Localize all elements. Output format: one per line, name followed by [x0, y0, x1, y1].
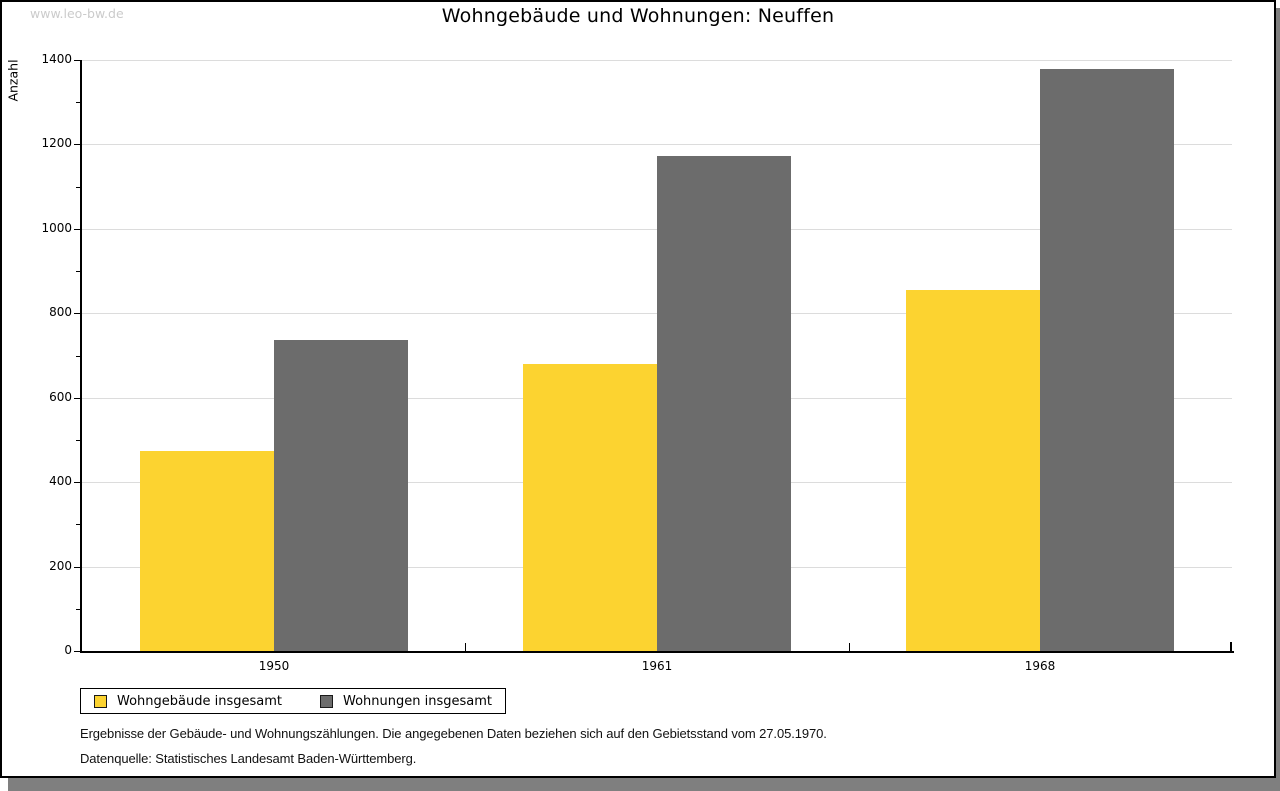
bar-wohnungen-insgesamt-1968 — [1040, 69, 1174, 651]
x-tick-label-1950: 1950 — [258, 659, 290, 673]
legend-item-wohngebaeude-insgesamt: Wohngebäude insgesamt — [94, 694, 282, 709]
y-tick-label-200: 200 — [49, 559, 72, 573]
y-major-tick-600 — [74, 398, 80, 399]
legend-swatch-wohnungen-insgesamt — [320, 694, 333, 708]
bar-wohngebaeude-insgesamt-1961 — [523, 364, 657, 651]
legend-swatch-wohngebaeude-insgesamt — [94, 694, 107, 708]
y-minor-tick-900 — [76, 271, 80, 272]
watermark: www.leo-bw.de — [30, 6, 124, 21]
y-tick-label-1200: 1200 — [41, 136, 72, 150]
y-tick-label-1400: 1400 — [41, 52, 72, 66]
y-major-tick-1200 — [74, 144, 80, 145]
y-minor-tick-500 — [76, 440, 80, 441]
y-tick-label-800: 800 — [49, 305, 72, 319]
x-boundary-tick-2 — [849, 643, 850, 651]
y-minor-tick-100 — [76, 609, 80, 610]
y-tick-label-0: 0 — [64, 643, 72, 657]
y-major-tick-0 — [74, 651, 80, 652]
x-tick-label-1961: 1961 — [641, 659, 673, 673]
y-minor-tick-1100 — [76, 187, 80, 188]
bar-wohnungen-insgesamt-1961 — [657, 156, 791, 651]
y-axis-line — [80, 60, 82, 653]
y-major-tick-1400 — [74, 60, 80, 61]
y-major-tick-200 — [74, 567, 80, 568]
footer-note: Ergebnisse der Gebäude- und Wohnungszähl… — [80, 726, 827, 741]
page-title: Wohngebäude und Wohnungen: Neuffen — [441, 5, 835, 27]
y-major-tick-1000 — [74, 229, 80, 230]
legend-label-wohngebaeude-insgesamt: Wohngebäude insgesamt — [117, 693, 282, 709]
bar-wohngebaeude-insgesamt-1968 — [906, 290, 1040, 651]
y-minor-tick-700 — [76, 356, 80, 357]
x-axis-endcap — [1230, 642, 1232, 651]
y-tick-label-1000: 1000 — [41, 221, 72, 235]
plot-area: 0 200 400 600 800 1000 1200 1400 1950 1961 1968 — [41, 52, 1234, 673]
legend: Wohngebäude insgesamt Wohnungen insgesamt — [80, 688, 506, 714]
bar-wohngebaeude-insgesamt-1950 — [140, 451, 274, 651]
legend-item-wohnungen-insgesamt: Wohnungen insgesamt — [320, 694, 492, 709]
y-major-tick-800 — [74, 313, 80, 314]
y-tick-label-600: 600 — [49, 390, 72, 404]
y-axis-title: Anzahl — [5, 59, 21, 102]
y-minor-tick-300 — [76, 524, 80, 525]
gridline-1200 — [82, 144, 1232, 145]
legend-label-wohnungen-insgesamt: Wohnungen insgesamt — [343, 693, 492, 709]
y-minor-tick-1300 — [76, 102, 80, 103]
x-boundary-tick-1 — [465, 643, 466, 651]
x-tick-label-1968: 1968 — [1024, 659, 1056, 673]
y-major-tick-400 — [74, 482, 80, 483]
gridline-1400 — [82, 60, 1232, 61]
x-axis-line — [80, 651, 1234, 653]
footer-source: Datenquelle: Statistisches Landesamt Bad… — [80, 751, 417, 766]
bar-wohnungen-insgesamt-1950 — [274, 340, 408, 651]
y-tick-label-400: 400 — [49, 474, 72, 488]
